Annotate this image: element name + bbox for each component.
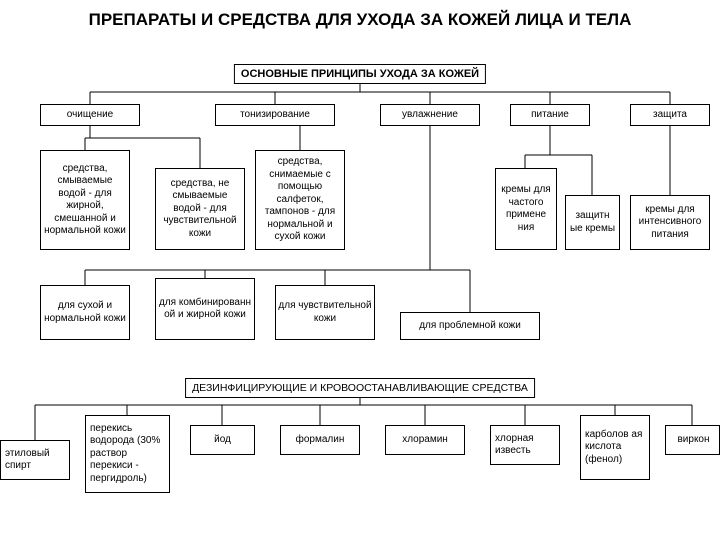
box-combined: для комбинированн ой и жирной кожи: [155, 278, 255, 340]
dis-carbolic: карболов ая кислота (фенол): [580, 415, 650, 480]
box-drynormal: для сухой и нормальной кожи: [40, 285, 130, 340]
box-wipes: средства, снимаемые с помощью салфеток, …: [255, 150, 345, 250]
dis-virkon: виркон: [665, 425, 720, 455]
box-problem: для проблемной кожи: [400, 312, 540, 340]
box-intensive: кремы для интенсивного питания: [630, 195, 710, 250]
box-nonwash: средства, не смываемые водой - для чувст…: [155, 168, 245, 250]
box-washable: средства, смываемые водой - для жирной, …: [40, 150, 130, 250]
cat-cleansing: очищение: [40, 104, 140, 126]
dis-chloramine: хлорамин: [385, 425, 465, 455]
dis-ethanol: этиловый спирт: [0, 440, 70, 480]
dis-formalin: формалин: [280, 425, 360, 455]
dis-lime: хлорная известь: [490, 425, 560, 465]
cat-protection: защита: [630, 104, 710, 126]
cat-toning: тонизирование: [215, 104, 335, 126]
box-sensitive: для чувствительной кожи: [275, 285, 375, 340]
section2-title: ДЕЗИНФИЦИРУЮЩИЕ И КРОВООСТАНАВЛИВАЮЩИЕ С…: [185, 378, 535, 398]
cat-moisturize: увлажнение: [380, 104, 480, 126]
dis-peroxide: перекись водорода (30% раствор перекиси …: [85, 415, 170, 493]
box-protcream: защитн ые кремы: [565, 195, 620, 250]
subtitle: ОСНОВНЫЕ ПРИНЦИПЫ УХОДА ЗА КОЖЕЙ: [234, 64, 486, 84]
cat-nutrition: питание: [510, 104, 590, 126]
dis-iodine: йод: [190, 425, 255, 455]
box-freqcream: кремы для частого примене ния: [495, 168, 557, 250]
